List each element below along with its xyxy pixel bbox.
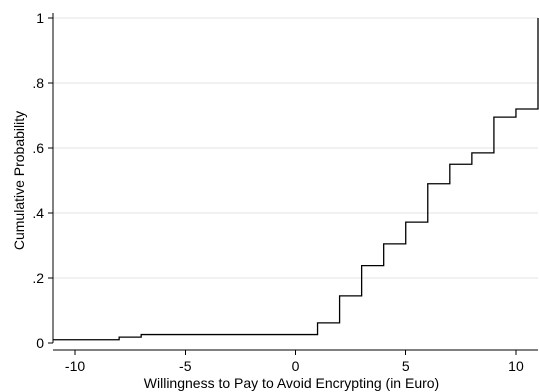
y-axis-title: Cumulative Probability bbox=[11, 111, 27, 250]
y-tick-label: .6 bbox=[32, 140, 44, 156]
x-tick-label: -5 bbox=[179, 358, 192, 374]
gridlines bbox=[53, 17, 538, 279]
x-axis-title: Willingness to Pay to Avoid Encrypting (… bbox=[144, 375, 439, 391]
x-tick-label: 5 bbox=[402, 358, 410, 374]
ticks: 0 .2 .4 .6 .8 1 -10 -5 0 5 10 bbox=[32, 10, 524, 374]
y-tick-label: .4 bbox=[32, 205, 44, 221]
y-tick-label: 1 bbox=[36, 10, 44, 26]
x-tick-label: 0 bbox=[292, 358, 300, 374]
series bbox=[53, 18, 539, 341]
y-tick-label: .2 bbox=[32, 270, 44, 286]
x-tick-label: -10 bbox=[65, 358, 85, 374]
y-tick-label: 0 bbox=[36, 335, 44, 351]
x-tick-label: 10 bbox=[508, 358, 524, 374]
cdf-step-line bbox=[53, 18, 539, 341]
y-tick-label: .8 bbox=[32, 75, 44, 91]
axes bbox=[52, 13, 538, 351]
